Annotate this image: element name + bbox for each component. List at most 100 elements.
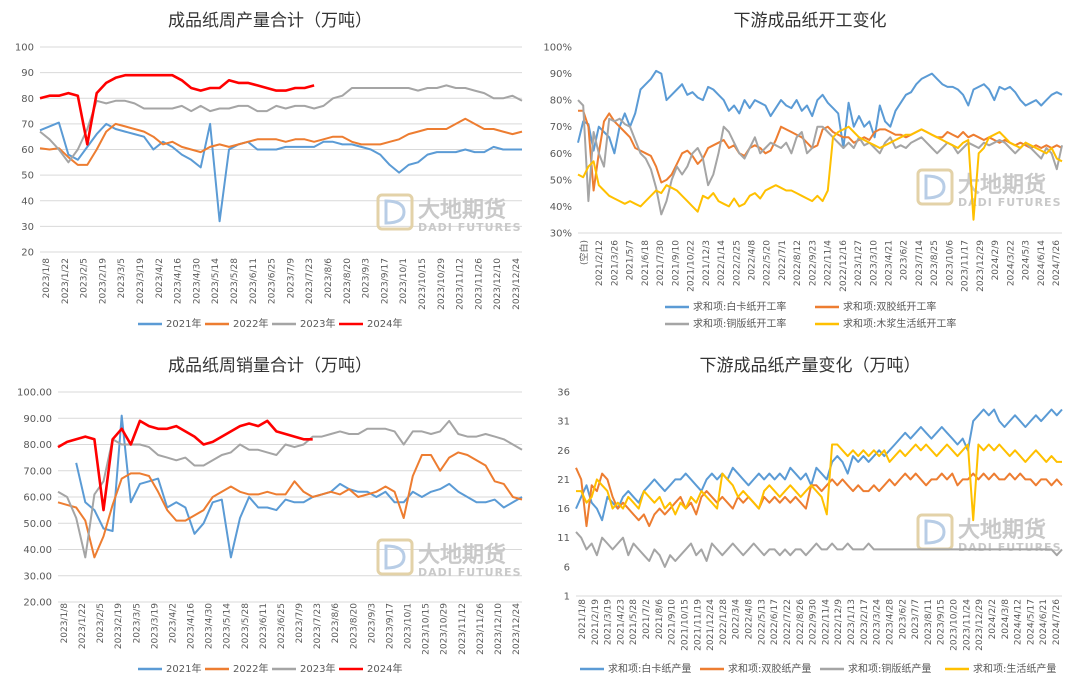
y-tick-label: 30% bbox=[550, 229, 572, 240]
x-tick-label: 2023/11/26 bbox=[474, 258, 484, 310]
x-tick-label: 2022/12/16 bbox=[839, 240, 849, 292]
x-tick-label: 2023/8/11 bbox=[924, 599, 934, 645]
x-tick-label: 2023/11/12 bbox=[456, 258, 466, 310]
series-line-3 bbox=[576, 443, 1062, 522]
y-tick-label: 40% bbox=[550, 202, 572, 213]
watermark-icon bbox=[376, 193, 414, 231]
x-tick-label: 2023/2/5 bbox=[80, 258, 90, 298]
legend-label: 2022年 bbox=[233, 317, 268, 330]
x-tick-label: 2023/6/2 bbox=[898, 599, 908, 639]
x-tick-label: 2022/4/8 bbox=[747, 240, 757, 281]
x-tick-label: 2023/6/11 bbox=[249, 258, 259, 304]
x-tick-label: 2022/9/23 bbox=[808, 240, 818, 286]
watermark-icon-inner bbox=[384, 199, 406, 225]
watermark-icon bbox=[376, 538, 414, 576]
x-tick-label: 2023/10/20 bbox=[950, 599, 960, 651]
x-tick-label: 2022/8/26 bbox=[796, 599, 806, 645]
y-tick-label: 80 bbox=[21, 94, 34, 105]
x-tick-label: 2021/5/28 bbox=[629, 599, 639, 645]
watermark-en: DADI FUTURES bbox=[958, 196, 1062, 209]
x-tick-label: 2023/12/10 bbox=[493, 258, 503, 310]
x-tick-label: 2023/5/14 bbox=[211, 258, 221, 304]
x-tick-label: 2022/1/28 bbox=[719, 599, 729, 645]
x-tick-label: 2021/11/19 bbox=[693, 599, 703, 651]
x-tick-label: 2023/4/21 bbox=[885, 240, 895, 286]
x-tick-label: 2023/9/15 bbox=[937, 599, 947, 645]
legend-label: 求和项:白卡纸开工率 bbox=[693, 300, 786, 313]
x-tick-label: 2023/7/9 bbox=[286, 258, 296, 299]
x-tick-label: 2023/10/29 bbox=[440, 603, 450, 655]
x-tick-label: 2022/6/17 bbox=[770, 599, 780, 645]
x-tick-label: 2023/5/28 bbox=[230, 258, 240, 304]
legend-label: 2023年 bbox=[300, 662, 335, 675]
x-tick-label: 2023/6/11 bbox=[259, 603, 269, 649]
legend-item: 2022年 bbox=[205, 317, 268, 330]
x-tick-label: 2024/4/12 bbox=[1014, 599, 1024, 645]
weekly-sales-chart: 成品纸周销量合计（万吨） 20.00 30.00 40.00 50.00 60.00 70.… bbox=[17, 356, 523, 675]
chart-title: 成品纸周产量合计（万吨） bbox=[168, 11, 372, 31]
y-tick-label: 60% bbox=[550, 149, 572, 160]
x-tick-label: 2023/1/22 bbox=[61, 258, 71, 304]
x-tick-label: 2021/12/3 bbox=[702, 240, 712, 286]
x-tick-label: 2024/3/22 bbox=[1006, 240, 1016, 286]
x-tick-label: 2022/12/9 bbox=[834, 599, 844, 645]
legend-item: 2024年 bbox=[339, 662, 402, 675]
x-tick-label: 2023/1/27 bbox=[854, 240, 864, 286]
x-tick-label: 2021/12/24 bbox=[706, 599, 716, 651]
x-tick-label: 2024/2/9 bbox=[991, 240, 1001, 281]
series-line-3 bbox=[39, 73, 315, 146]
y-tick-label: 100% bbox=[543, 43, 572, 54]
x-tick-label: 2023/5/28 bbox=[241, 603, 251, 649]
legend-item: 2023年 bbox=[272, 317, 335, 330]
legend-item: 求和项:白卡纸开工率 bbox=[665, 300, 786, 313]
legend-label: 求和项:铜版纸产量 bbox=[848, 662, 931, 675]
x-tick-label: 2023/4/16 bbox=[187, 603, 197, 649]
legend-item: 求和项:双胶纸开工率 bbox=[815, 300, 936, 313]
legend-label: 求和项:双胶纸开工率 bbox=[843, 300, 936, 313]
x-tick-label: 2021/2/19 bbox=[591, 599, 601, 645]
series-line-1 bbox=[575, 467, 1063, 528]
x-tick-label: 2023/1/13 bbox=[847, 599, 857, 645]
x-tick-label: 2023/5/14 bbox=[223, 603, 233, 649]
y-tick-label: 31 bbox=[557, 417, 570, 428]
x-tick-label: 2023/11/24 bbox=[962, 599, 972, 651]
x-tick-label: 2021/1/8 bbox=[578, 599, 588, 640]
y-tick-label: 1 bbox=[564, 592, 570, 603]
x-tick-label: 2023/3/24 bbox=[873, 599, 883, 645]
x-tick-label: 2023/10/6 bbox=[945, 240, 955, 286]
x-tick-label: 2023/6/25 bbox=[277, 603, 287, 649]
watermark-icon-inner bbox=[924, 519, 946, 545]
legend-item: 求和项:铜版纸产量 bbox=[820, 662, 931, 675]
x-tick-label: 2023/9/17 bbox=[380, 258, 390, 304]
x-tick-label: 2023/3/10 bbox=[869, 240, 879, 286]
chart-panel-output: 下游成品纸产量变化（万吨） 1 6 11 16 21 26 31 36 大地期货 DADI FUTU… bbox=[540, 345, 1080, 690]
x-tick-label: 2023/11/26 bbox=[476, 603, 486, 655]
y-tick-label: 60 bbox=[21, 145, 34, 156]
x-tick-label: 2022/2/25 bbox=[732, 240, 742, 286]
x-tick-label: 2023/7/7 bbox=[911, 599, 921, 639]
x-tick-label: 2021/4/23 bbox=[616, 599, 626, 645]
x-tick-label: 2023/8/6 bbox=[331, 603, 341, 644]
y-tick-label: 50% bbox=[550, 175, 572, 186]
x-tick-label: 2023/8/20 bbox=[343, 258, 353, 304]
y-tick-label: 26 bbox=[557, 446, 570, 457]
legend-item: 2024年 bbox=[339, 317, 402, 330]
x-tick-label: 2024/5/3 bbox=[1022, 240, 1032, 280]
x-tick-label: 2021/7/30 bbox=[656, 240, 666, 286]
x-tick-label: 2023/9/3 bbox=[362, 258, 372, 298]
series-line-0 bbox=[577, 69, 1063, 155]
x-tick-label: 2023/10/15 bbox=[418, 258, 428, 310]
weekly-production-chart: 成品纸周产量合计（万吨） 20 30 40 50 60 70 80 90 100 大地期货DADI … bbox=[15, 11, 523, 330]
x-tick-label: 2021/9/10 bbox=[671, 240, 681, 286]
x-tick-label: 2023/8/25 bbox=[930, 240, 940, 286]
x-tick-label: 2023/4/30 bbox=[205, 603, 215, 649]
series-line-1 bbox=[57, 451, 523, 559]
x-tick-label: 2024/2/2 bbox=[988, 599, 998, 639]
y-tick-label: 20.00 bbox=[23, 598, 52, 609]
watermark-en: DADI FUTURES bbox=[958, 541, 1062, 554]
x-tick-label: 2024/3/8 bbox=[1001, 599, 1011, 640]
legend-item: 2021年 bbox=[138, 317, 201, 330]
x-tick-label: 2022/8/12 bbox=[793, 240, 803, 286]
